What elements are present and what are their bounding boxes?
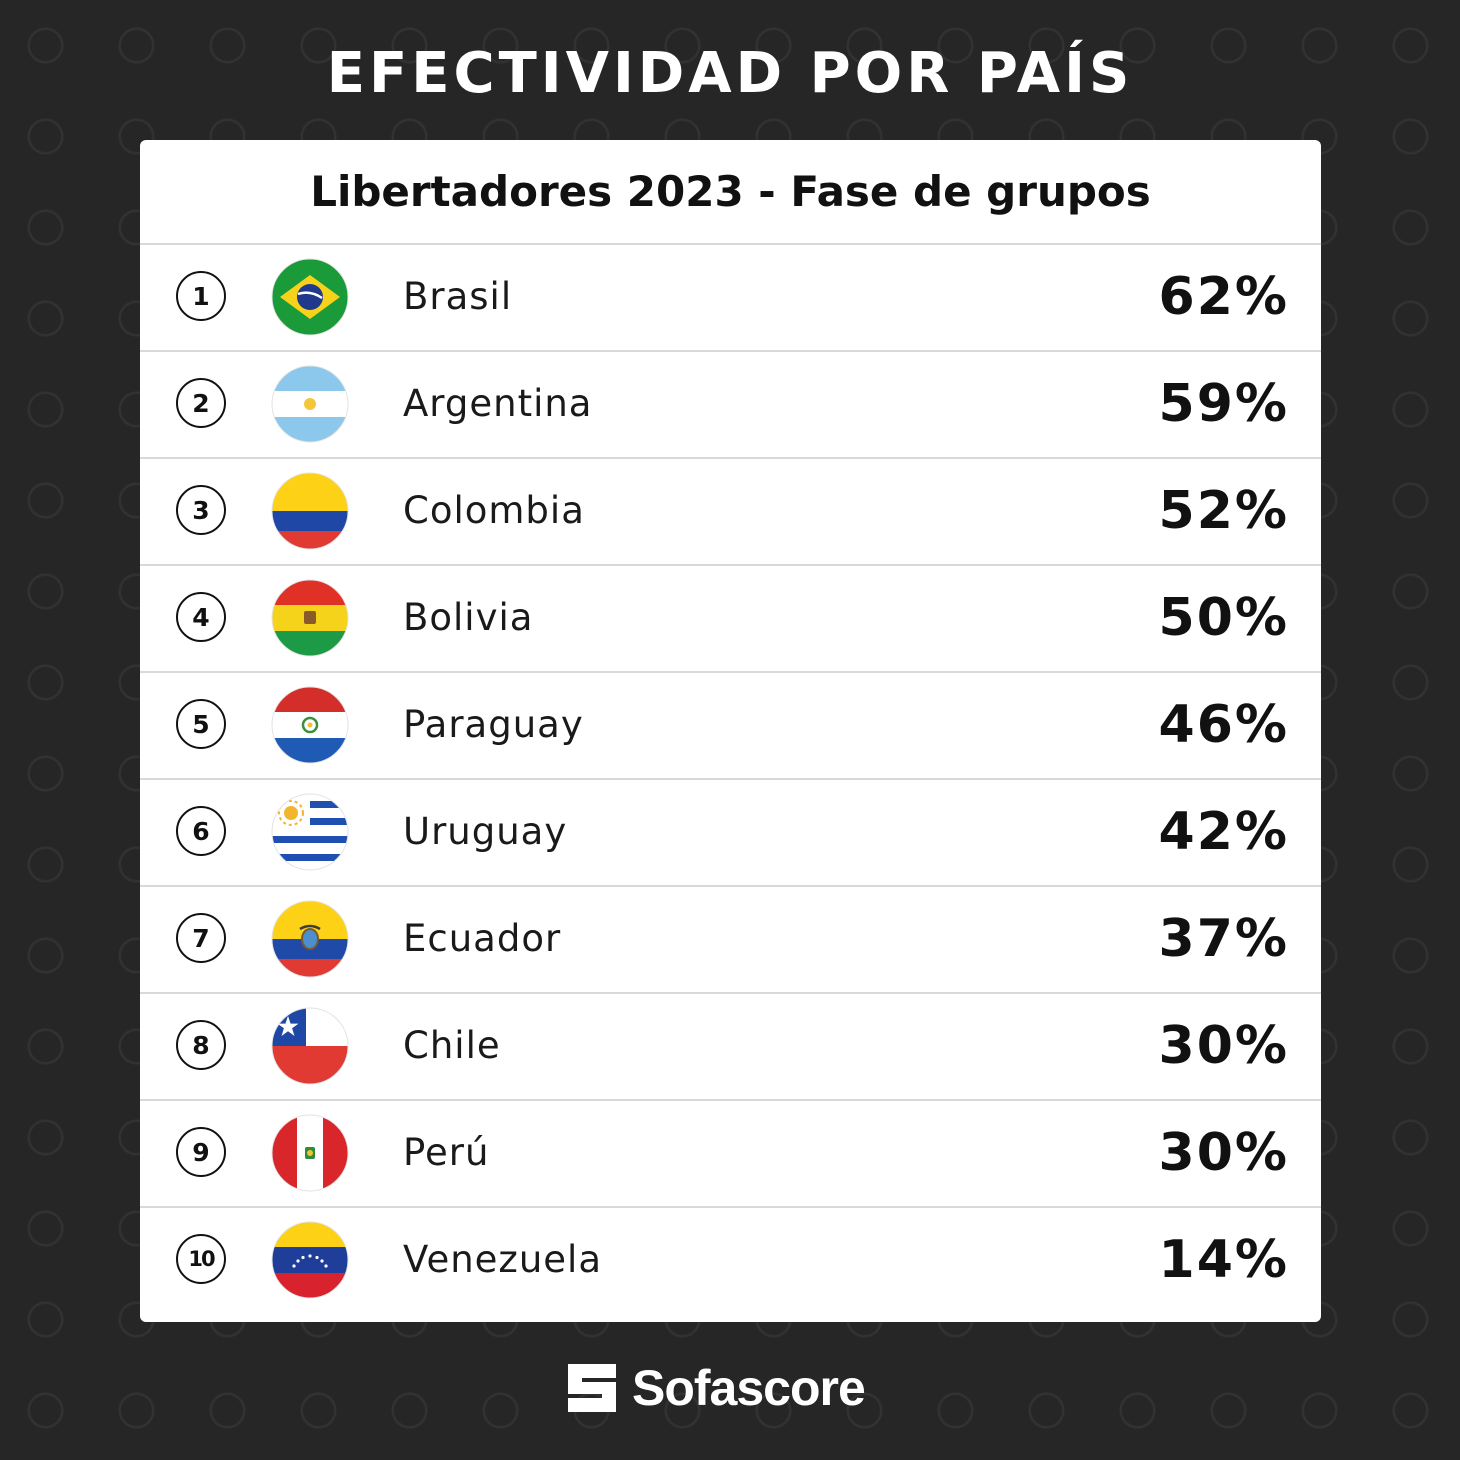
effectiveness-value: 37% (1158, 909, 1289, 969)
rank-badge: 1 (176, 271, 226, 321)
country-name: Uruguay (403, 810, 568, 853)
chile-flag-icon (270, 1006, 350, 1086)
country-name: Argentina (403, 382, 593, 425)
ecuador-flag-icon (270, 899, 350, 979)
table-row: 4 Bolivia 50% (140, 566, 1321, 673)
bolivia-flag-icon (270, 578, 350, 658)
ranking-table: 1 Brasil 62% 2 Argentina 59% 3 Colombia 52% 4 Boli… (140, 245, 1321, 1320)
table-row: 2 Argentina 59% (140, 352, 1321, 459)
rank-badge: 9 (176, 1127, 226, 1177)
effectiveness-value: 42% (1158, 802, 1289, 862)
argentina-flag-icon (270, 364, 350, 444)
table-row: 5 Paraguay 46% (140, 673, 1321, 780)
rank-badge: 5 (176, 699, 226, 749)
table-row: 3 Colombia 52% (140, 459, 1321, 566)
effectiveness-value: 14% (1158, 1230, 1289, 1290)
effectiveness-value: 30% (1158, 1016, 1289, 1076)
country-name: Venezuela (403, 1238, 603, 1281)
country-name: Paraguay (403, 703, 584, 746)
brand-logo: Sofascore (566, 1360, 866, 1416)
uruguay-flag-icon (270, 792, 350, 872)
rank-badge: 2 (176, 378, 226, 428)
venezuela-flag-icon (270, 1220, 350, 1300)
country-name: Perú (403, 1131, 490, 1174)
peru-flag-icon (270, 1113, 350, 1193)
country-name: Ecuador (403, 917, 562, 960)
paraguay-flag-icon (270, 685, 350, 765)
colombia-flag-icon (270, 471, 350, 551)
country-name: Bolivia (403, 596, 534, 639)
rank-badge: 10 (176, 1234, 226, 1284)
table-row: 6 Uruguay 42% (140, 780, 1321, 887)
ranking-card: Libertadores 2023 - Fase de grupos 1 Bras… (140, 140, 1321, 1322)
rank-badge: 6 (176, 806, 226, 856)
brazil-flag-icon (270, 257, 350, 337)
rank-badge: 8 (176, 1020, 226, 1070)
table-row: 8 Chile 30% (140, 994, 1321, 1101)
rank-badge: 7 (176, 913, 226, 963)
country-name: Chile (403, 1024, 501, 1067)
effectiveness-value: 46% (1158, 695, 1289, 755)
country-name: Colombia (403, 489, 585, 532)
country-name: Brasil (403, 275, 513, 318)
table-row: 9 Perú 30% (140, 1101, 1321, 1208)
table-row: 1 Brasil 62% (140, 245, 1321, 352)
effectiveness-value: 52% (1158, 481, 1289, 541)
effectiveness-value: 50% (1158, 588, 1289, 648)
effectiveness-value: 30% (1158, 1123, 1289, 1183)
brand-name: Sofascore (632, 1360, 866, 1416)
page-title: EFECTIVIDAD POR PAÍS (326, 41, 1134, 106)
card-title: Libertadores 2023 - Fase de grupos (140, 140, 1321, 245)
effectiveness-value: 62% (1158, 267, 1289, 327)
rank-badge: 3 (176, 485, 226, 535)
table-row: 10 Venezuela 14% (140, 1208, 1321, 1320)
rank-badge: 4 (176, 592, 226, 642)
effectiveness-value: 59% (1158, 374, 1289, 434)
table-row: 7 Ecuador 37% (140, 887, 1321, 994)
sofascore-logo-icon (568, 1364, 616, 1412)
